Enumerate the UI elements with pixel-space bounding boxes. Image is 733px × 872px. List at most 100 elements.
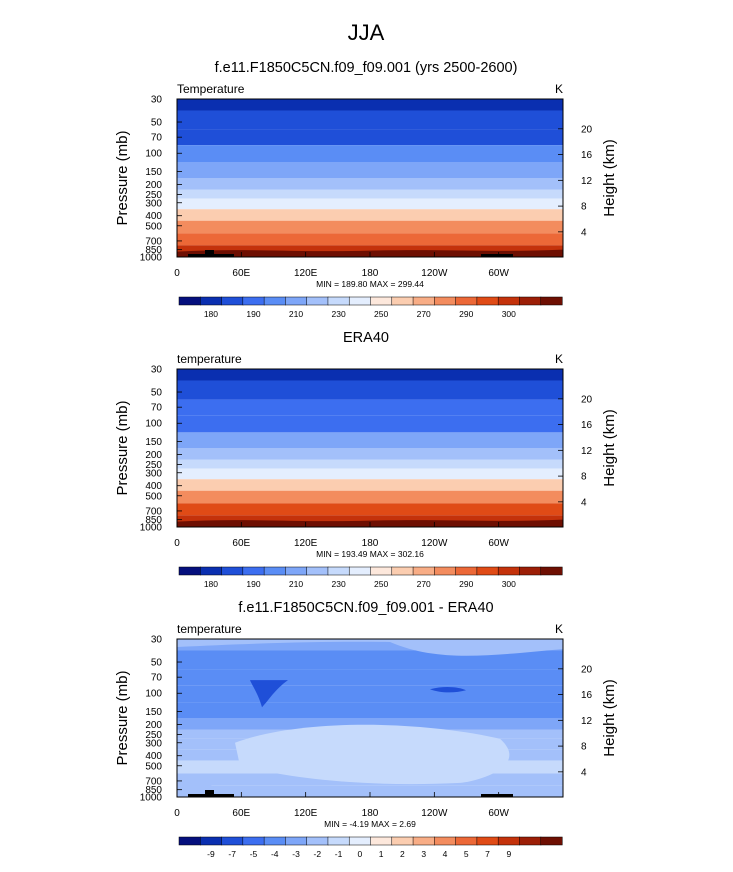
x-tick-label: 60E (232, 268, 250, 279)
y-tick-label: 700 (145, 506, 162, 517)
colorbar-swatch (178, 296, 201, 306)
contour-feature (430, 687, 466, 693)
y-tick-label: 250 (145, 730, 162, 741)
contour-band (177, 503, 563, 516)
contour-feature (177, 639, 563, 656)
colorbar-swatch (306, 566, 329, 576)
contour-field (177, 369, 563, 527)
contour-band (177, 369, 563, 381)
chart-title: ERA40 (343, 330, 389, 346)
contour-band (177, 468, 563, 480)
colorbar-label: 210 (289, 309, 303, 319)
colorbar-swatch (497, 836, 520, 846)
min-max-text: MIN = -4.19 MAX = 2.69 (324, 819, 416, 829)
topography-mask (481, 794, 513, 797)
y2-axis-label: Height (km) (601, 409, 618, 487)
colorbar-swatch (434, 836, 457, 846)
y-tick-label: 850 (145, 515, 162, 526)
colorbar-label: 2 (400, 849, 405, 859)
colorbar-label: -1 (335, 849, 343, 859)
y-tick-label: 700 (145, 236, 162, 247)
y2-tick-label: 4 (581, 497, 587, 508)
contour-band (177, 685, 563, 703)
y2-tick-label: 16 (581, 150, 593, 161)
y2-tick-label: 20 (581, 664, 593, 675)
colorbar-swatch (476, 836, 499, 846)
y-tick-label: 500 (145, 491, 162, 502)
colorbar-swatch (348, 836, 372, 846)
min-max-text: MIN = 189.80 MAX = 299.44 (316, 279, 424, 289)
colorbar-swatch (455, 836, 478, 846)
x-tick-label: 120E (294, 808, 318, 819)
y-tick-label: 100 (145, 419, 162, 430)
x-tick-label: 120W (421, 808, 448, 819)
y-axis-label: Pressure (mb) (114, 130, 131, 225)
y2-tick-label: 20 (581, 124, 593, 135)
contour-band (177, 245, 563, 254)
colorbar-swatch (497, 566, 520, 576)
colorbar-swatch (540, 566, 563, 576)
colorbar-label: 190 (246, 579, 260, 589)
contour-band (177, 209, 563, 221)
colorbar-swatch (178, 566, 201, 576)
x-tick-label: 0 (174, 808, 180, 819)
colorbar-label: 1 (379, 849, 384, 859)
y2-tick-label: 12 (581, 716, 593, 727)
contour-band (177, 669, 563, 686)
y-tick-label: 30 (151, 635, 163, 646)
contour-band (177, 479, 563, 491)
topography-mask (188, 254, 234, 257)
topography-mask (481, 254, 513, 257)
x-tick-label: 120E (294, 268, 318, 279)
colorbar-swatch (370, 296, 393, 306)
colorbar-swatch (497, 296, 520, 306)
y-tick-label: 300 (145, 738, 162, 749)
colorbar-swatch (455, 566, 478, 576)
colorbar-swatch (306, 836, 329, 846)
y-tick-label: 50 (151, 658, 163, 669)
contour-feature (250, 680, 288, 708)
x-tick-label: 60W (488, 268, 509, 279)
colorbar-label: 270 (417, 309, 431, 319)
topography-mask (205, 790, 214, 795)
colorbar-swatch (540, 296, 563, 306)
x-tick-label: 0 (174, 538, 180, 549)
colorbar-label: 230 (331, 309, 345, 319)
y-tick-label: 150 (145, 167, 162, 178)
colorbar-swatch (412, 566, 435, 576)
colorbar-swatch (519, 566, 542, 576)
x-tick-label: 120E (294, 538, 318, 549)
colorbar-swatch (263, 566, 286, 576)
y-tick-label: 70 (151, 133, 163, 144)
x-tick-label: 120W (421, 538, 448, 549)
colorbar-label: 250 (374, 579, 388, 589)
colorbar-label: 290 (459, 579, 473, 589)
contour-band (177, 639, 563, 651)
y-tick-label: 700 (145, 776, 162, 787)
chart-title: f.e11.F1850C5CN.f09_f09.001 - ERA40 (238, 600, 493, 616)
colorbar-label: 180 (204, 579, 218, 589)
y-tick-label: 200 (145, 720, 162, 731)
y-tick-label: 250 (145, 460, 162, 471)
y-tick-label: 100 (145, 689, 162, 700)
colorbar-label: 250 (374, 309, 388, 319)
x-tick-label: 0 (174, 268, 180, 279)
y-tick-label: 500 (145, 221, 162, 232)
colorbar-label: 0 (357, 849, 362, 859)
chart-panel-3: f.e11.F1850C5CN.f09_f09.001 - ERA40 tempe… (114, 600, 618, 859)
y2-tick-label: 8 (581, 472, 587, 483)
colorbar-label: 5 (464, 849, 469, 859)
colorbar-swatch (306, 296, 329, 306)
colorbar-swatch (476, 296, 499, 306)
y-tick-label: 70 (151, 673, 163, 684)
colorbar-label: 270 (417, 579, 431, 589)
colorbar-swatch (348, 566, 372, 576)
colorbar-swatch (370, 566, 393, 576)
y-axis-label: Pressure (mb) (114, 400, 131, 495)
topography-mask (188, 794, 234, 797)
colorbar-swatch (519, 836, 542, 846)
contour-band (177, 490, 563, 504)
y-tick-label: 250 (145, 190, 162, 201)
y-axis-label: Pressure (mb) (114, 670, 131, 765)
